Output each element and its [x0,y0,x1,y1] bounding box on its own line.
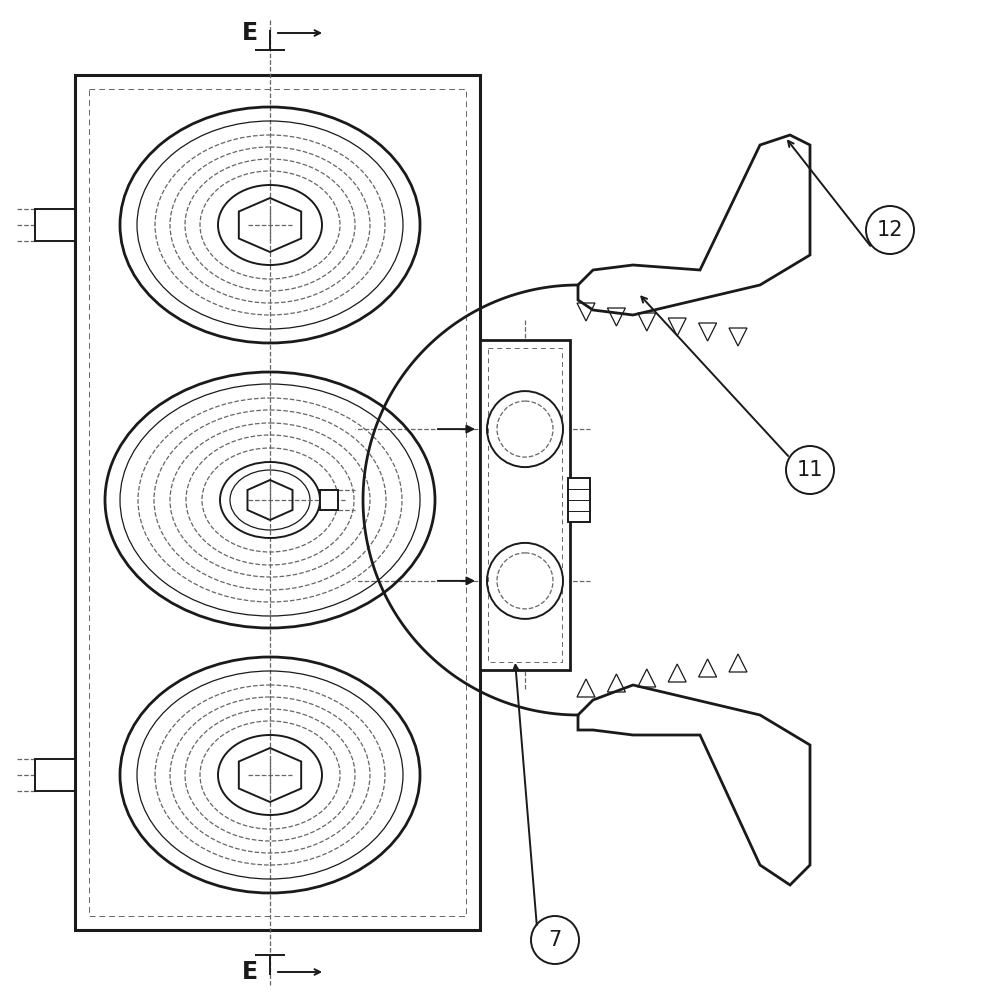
Bar [35,759,75,791]
Text: 12: 12 [877,220,904,240]
Bar [568,478,590,522]
Bar [75,75,480,930]
Bar [480,340,570,670]
Bar [488,348,562,662]
Text: 7: 7 [549,930,562,950]
Text: 11: 11 [797,460,823,480]
Bar [320,490,338,510]
Polygon shape [578,685,810,885]
Bar [89,89,466,916]
Text: E: E [242,21,258,45]
Text: E: E [242,960,258,984]
Polygon shape [578,135,810,315]
Bar [35,209,75,241]
